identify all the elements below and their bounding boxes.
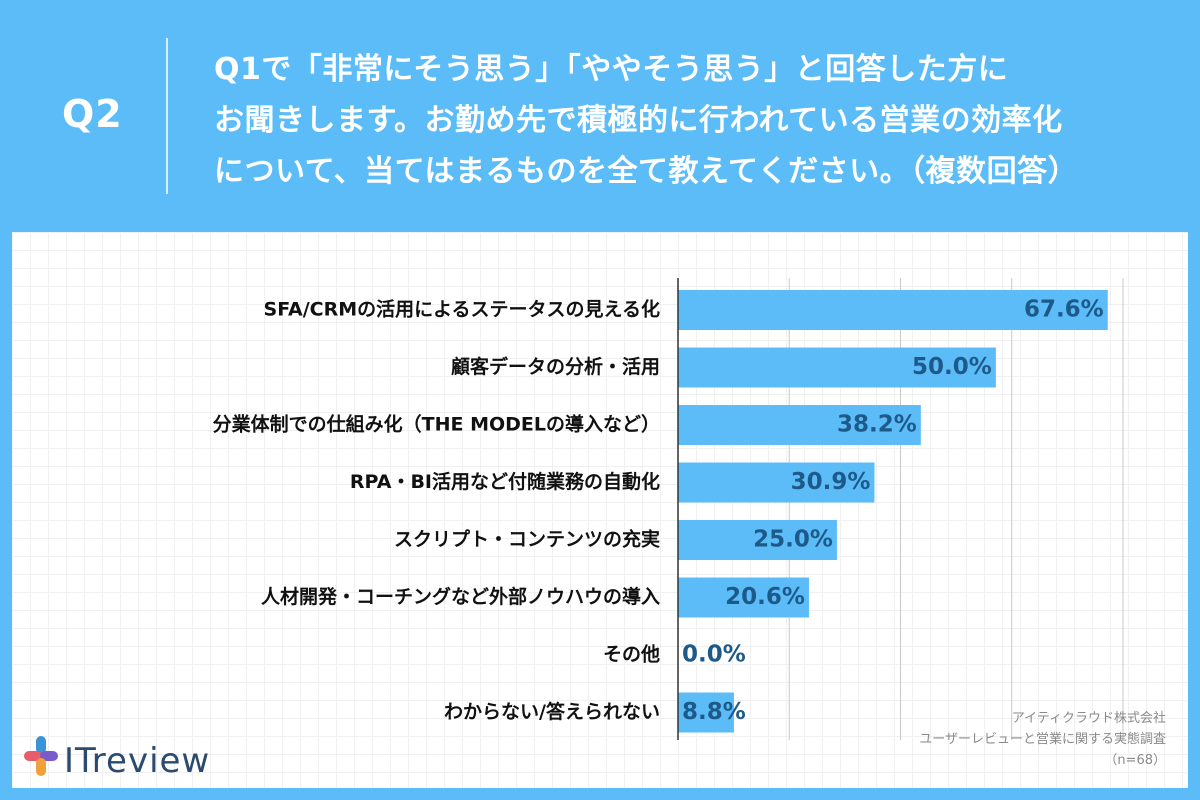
data-label: 25.0% [753, 527, 833, 553]
bar [678, 692, 734, 733]
plus-cross-logo-icon [24, 736, 58, 776]
category-label: 顧客データの分析・活用 [451, 355, 660, 378]
bar [678, 577, 809, 618]
bar [678, 290, 1108, 330]
data-label: 20.6% [725, 584, 805, 610]
category-label: スクリプト・コンテンツの充実 [394, 528, 660, 551]
data-label: 30.9% [791, 469, 871, 495]
source-survey: ユーザーレビューと営業に関する実態調査 [919, 732, 1166, 747]
bar [678, 462, 875, 503]
data-label: 38.2% [837, 412, 917, 438]
category-label: 分業体制での仕組み化（THE MODELの導入など） [213, 413, 660, 436]
itreview-logo [24, 736, 58, 776]
data-label: 0.0% [682, 642, 746, 668]
category-label: SFA/CRMの活用によるステータスの見える化 [264, 298, 660, 321]
header-divider [166, 38, 168, 194]
bar [678, 347, 996, 388]
data-label: 50.0% [912, 354, 992, 380]
question-line-1: Q1で「非常にそう思う」「ややそう思う」と回答した方に [214, 52, 1009, 87]
question-line-3: について、当てはまるものを全て教えてください。（複数回答） [214, 154, 1079, 189]
category-label: その他 [603, 643, 660, 666]
logo-wordmark: ITreview [64, 741, 211, 781]
category-label: RPA・BI活用など付随業務の自動化 [350, 470, 660, 493]
category-label: わからない/答えられない [444, 700, 660, 723]
source-company: アイティクラウド株式会社 [1011, 711, 1166, 726]
question-header: Q2 Q1で「非常にそう思う」「ややそう思う」と回答した方に お聞きします。お勤… [0, 0, 1200, 232]
question-number: Q2 [62, 92, 123, 136]
data-label: 8.8% [682, 699, 746, 725]
question-line-2: お聞きします。お勤め先で積極的に行われている営業の効率化 [214, 103, 1063, 138]
source-sample: （n=68） [1104, 753, 1166, 768]
bar [678, 405, 921, 445]
bar [678, 520, 837, 560]
bar-chart: SFA/CRMの活用によるステータスの見える化 67.6% 顧客データの分析・活用 5… [213, 278, 1124, 740]
data-label: 67.6% [1024, 297, 1104, 323]
chart-panel: SFA/CRMの活用によるステータスの見える化 67.6% 顧客データの分析・活用 5… [12, 232, 1188, 788]
category-label: 人材開発・コーチングなど外部ノウハウの導入 [261, 585, 660, 608]
source-note: アイティクラウド株式会社 ユーザーレビューと営業に関する実態調査 （n=68） [919, 708, 1166, 771]
question-text: Q1で「非常にそう思う」「ややそう思う」と回答した方に お聞きします。お勤め先で… [214, 44, 1174, 197]
